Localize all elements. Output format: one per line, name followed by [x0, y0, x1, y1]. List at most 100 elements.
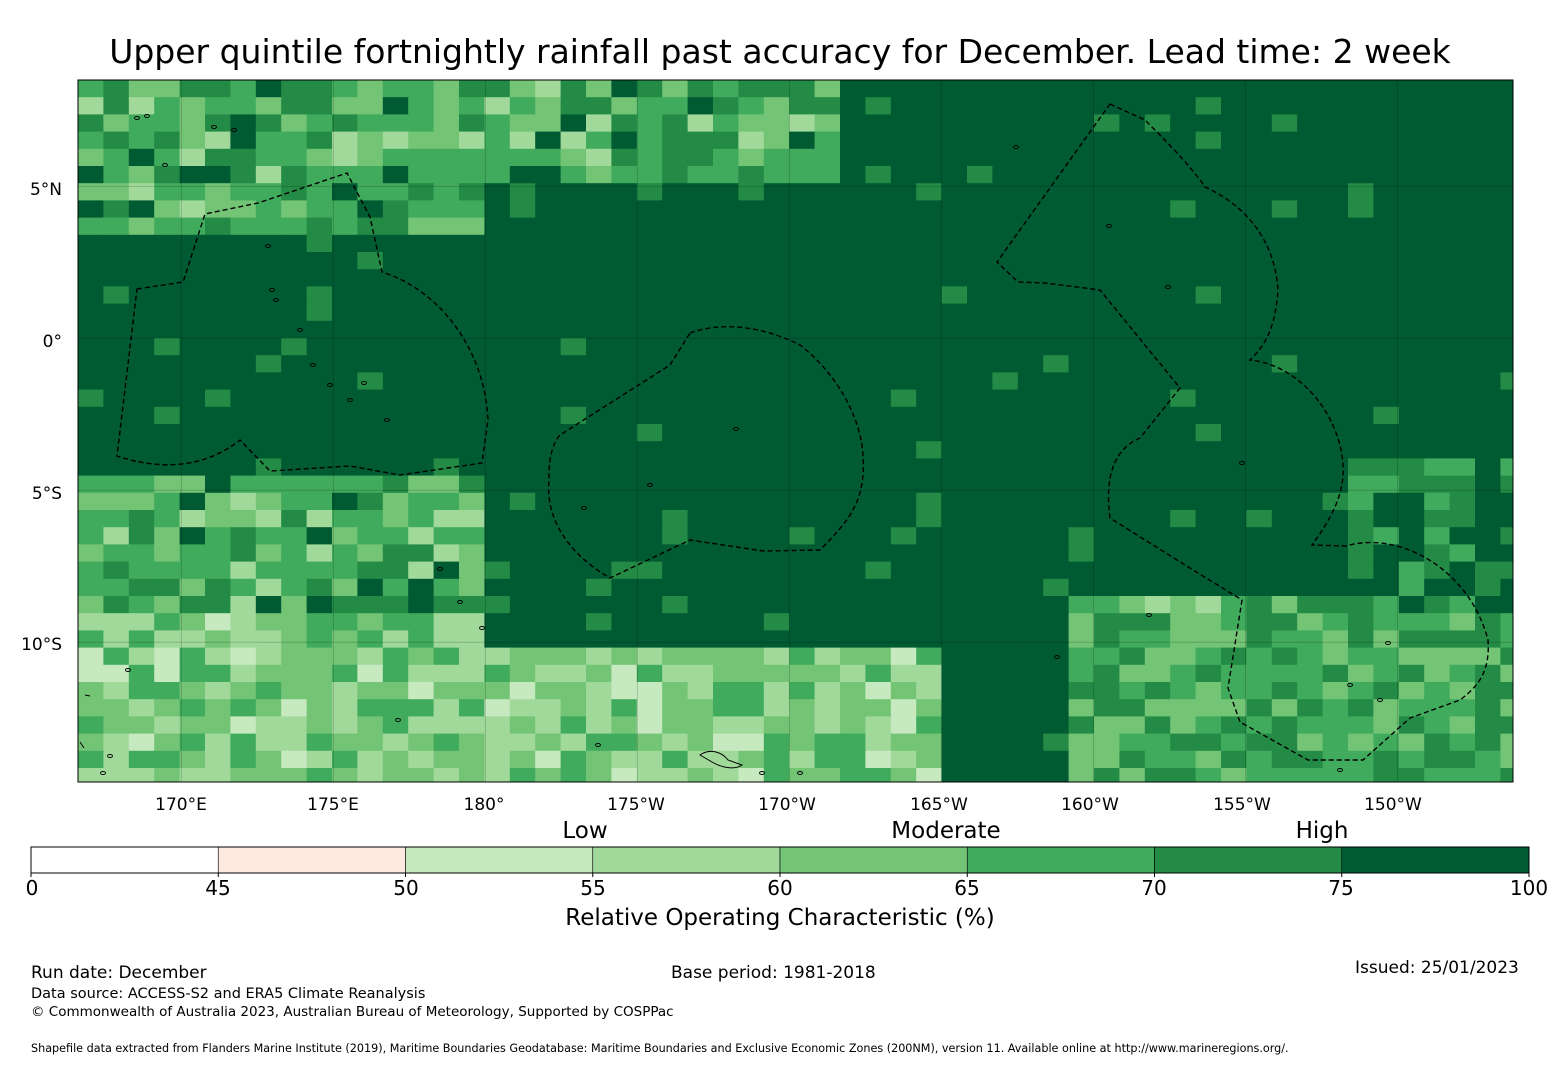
grid-cell — [738, 424, 765, 442]
grid-cell — [1094, 682, 1120, 700]
grid-cell — [1144, 647, 1171, 666]
grid-cell — [459, 527, 485, 545]
grid-cell — [484, 183, 511, 201]
grid-cell — [560, 269, 587, 287]
grid-cell — [941, 320, 968, 339]
grid-cell — [687, 561, 714, 580]
grid-cell — [713, 269, 739, 287]
grid-cell — [636, 458, 663, 477]
grid-cell — [941, 234, 968, 253]
grid-cell — [1195, 475, 1222, 494]
grid-cell — [865, 716, 892, 735]
grid-cell — [560, 320, 587, 339]
grid-cell — [382, 578, 409, 597]
grid-cell — [357, 234, 384, 253]
grid-cell — [1017, 699, 1044, 717]
grid-cell — [535, 596, 562, 614]
grid-cell — [1068, 510, 1095, 528]
grid-cell — [763, 252, 790, 270]
grid-cell — [992, 750, 1019, 769]
grid-cell — [636, 768, 663, 782]
grid-cell — [484, 80, 511, 98]
grid-cell — [1221, 80, 1247, 98]
grid-cell — [1246, 200, 1273, 219]
grid-cell — [1271, 596, 1298, 614]
grid-cell — [840, 252, 866, 270]
island — [1239, 461, 1245, 465]
grid-cell — [967, 492, 993, 511]
grid-cell — [1170, 699, 1197, 717]
grid-cell — [1297, 80, 1324, 98]
grid-cell — [586, 80, 612, 98]
grid-cell — [560, 338, 587, 356]
grid-cell — [967, 252, 993, 270]
grid-cell — [382, 424, 409, 442]
grid-cell — [1424, 114, 1451, 133]
grid-cell — [1170, 750, 1197, 769]
grid-cell — [230, 699, 257, 717]
grid-cell — [1068, 458, 1095, 477]
grid-cell — [78, 613, 104, 631]
grid-cell — [306, 269, 333, 287]
grid-cell — [586, 131, 612, 150]
island — [327, 383, 333, 387]
grid-cell — [611, 492, 638, 511]
grid-cell — [840, 630, 866, 649]
grid-cell — [1221, 596, 1247, 614]
grid-cell — [1449, 166, 1476, 184]
grid-cell — [179, 148, 206, 167]
grid-cell — [713, 338, 739, 356]
grid-cell — [78, 527, 104, 545]
grid-cell — [1068, 217, 1095, 236]
grid-cell — [459, 217, 485, 236]
grid-cell — [636, 716, 663, 735]
grid-cell — [78, 355, 104, 373]
grid-cell — [306, 131, 333, 150]
grid-cell — [1373, 768, 1400, 782]
grid-cell — [1297, 750, 1324, 769]
grid-cell — [332, 475, 358, 494]
grid-cell — [814, 286, 841, 305]
grid-cell — [636, 578, 663, 597]
grid-cell — [1119, 303, 1146, 322]
grid-cell — [1297, 303, 1324, 322]
grid-cell — [1119, 733, 1146, 752]
grid-cell — [459, 561, 485, 580]
grid-cell — [890, 647, 917, 666]
grid-cell — [814, 148, 841, 167]
grid-cell — [814, 234, 841, 253]
grid-cell — [916, 578, 943, 597]
grid-cell — [1398, 234, 1425, 253]
grid-cell — [1017, 510, 1044, 528]
grid-cell — [1068, 578, 1095, 597]
grid-cell — [992, 355, 1019, 373]
grid-cell — [1144, 131, 1171, 150]
grid-cell — [1195, 131, 1222, 150]
grid-cell — [459, 544, 485, 563]
grid-cell — [281, 372, 308, 391]
grid-cell — [1068, 699, 1095, 717]
grid-cell — [916, 682, 943, 700]
grid-cell — [179, 303, 206, 322]
grid-cell — [179, 613, 206, 631]
grid-cell — [738, 647, 765, 666]
grid-cell — [1119, 492, 1146, 511]
grid-cell — [1398, 217, 1425, 236]
grid-cell — [205, 303, 231, 322]
grid-cell — [814, 596, 841, 614]
grid-cell — [1221, 234, 1247, 253]
grid-cell — [459, 303, 485, 322]
grid-cell — [1424, 286, 1451, 305]
grid-cell — [433, 561, 460, 580]
grid-cell — [1348, 613, 1374, 631]
grid-cell — [1424, 768, 1451, 782]
grid-cell — [1221, 389, 1247, 408]
grid-cell — [306, 699, 333, 717]
grid-cell — [713, 252, 739, 270]
grid-cell — [941, 80, 968, 98]
grid-cell — [306, 217, 333, 236]
colorbar-bin — [1341, 846, 1530, 874]
grid-cell — [357, 664, 384, 683]
grid-cell — [1068, 630, 1095, 649]
grid-cell — [179, 200, 206, 219]
